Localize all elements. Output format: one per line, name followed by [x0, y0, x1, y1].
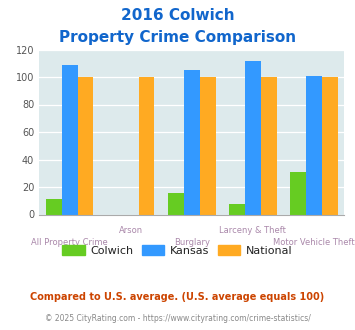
Bar: [138, 77, 154, 214]
Legend: Colwich, Kansas, National: Colwich, Kansas, National: [58, 240, 297, 260]
Bar: [245, 60, 261, 214]
Text: Motor Vehicle Theft: Motor Vehicle Theft: [273, 238, 355, 247]
Text: Compared to U.S. average. (U.S. average equals 100): Compared to U.S. average. (U.S. average …: [31, 292, 324, 302]
Bar: [62, 65, 77, 214]
Text: Larceny & Theft: Larceny & Theft: [219, 226, 286, 235]
Bar: [200, 77, 215, 214]
Bar: [322, 77, 338, 214]
Text: All Property Crime: All Property Crime: [31, 238, 108, 247]
Bar: [290, 172, 306, 214]
Bar: [306, 76, 322, 214]
Text: Arson: Arson: [119, 226, 143, 235]
Bar: [77, 77, 93, 214]
Text: Property Crime Comparison: Property Crime Comparison: [59, 30, 296, 45]
Bar: [168, 192, 184, 214]
Bar: [184, 70, 200, 214]
Bar: [46, 199, 62, 214]
Bar: [229, 204, 245, 214]
Text: Burglary: Burglary: [174, 238, 210, 247]
Text: 2016 Colwich: 2016 Colwich: [121, 8, 234, 23]
Bar: [261, 77, 277, 214]
Text: © 2025 CityRating.com - https://www.cityrating.com/crime-statistics/: © 2025 CityRating.com - https://www.city…: [45, 314, 310, 323]
